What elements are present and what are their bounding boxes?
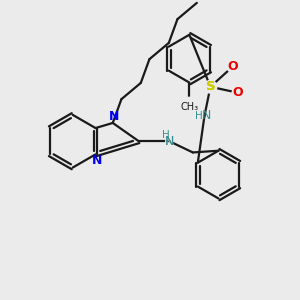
Text: N: N — [109, 110, 119, 123]
Text: S: S — [206, 80, 215, 93]
Text: N: N — [165, 135, 174, 148]
Text: O: O — [232, 86, 243, 99]
Text: N: N — [92, 154, 102, 167]
Circle shape — [204, 80, 217, 93]
Text: N: N — [165, 135, 174, 148]
Circle shape — [227, 61, 238, 72]
Text: H: H — [162, 130, 170, 140]
Text: O: O — [227, 60, 238, 73]
Text: CH₃: CH₃ — [180, 102, 198, 112]
Text: N: N — [164, 135, 175, 148]
Text: S: S — [206, 80, 215, 93]
Circle shape — [182, 97, 197, 111]
Circle shape — [232, 87, 243, 98]
Text: N: N — [202, 110, 211, 122]
Text: H: H — [195, 111, 203, 121]
